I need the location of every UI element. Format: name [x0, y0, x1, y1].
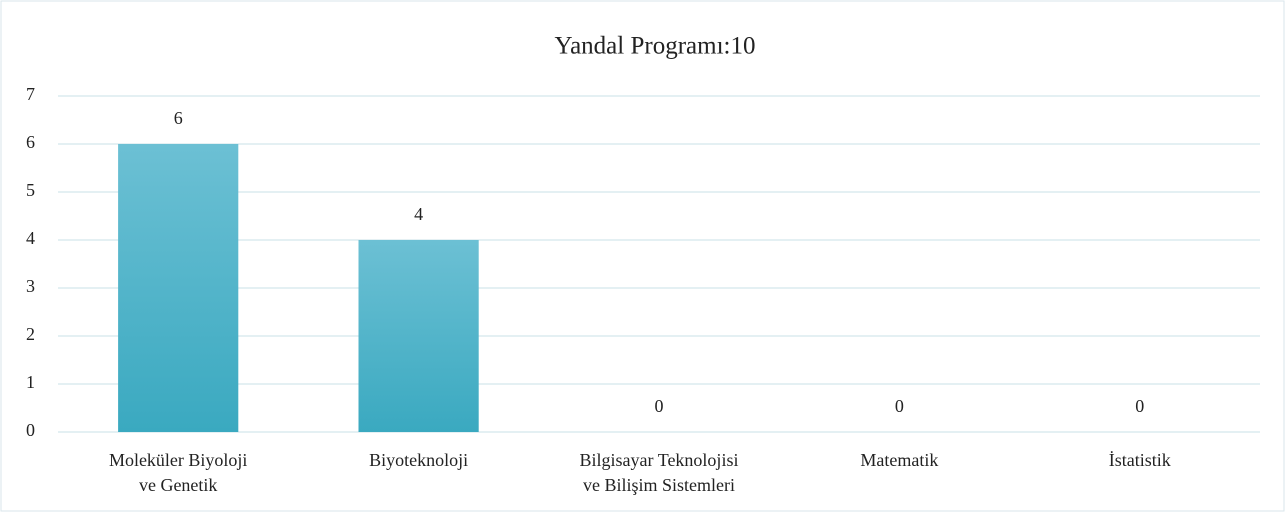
y-tick-label: 6 — [26, 132, 35, 152]
bar — [118, 144, 239, 432]
y-tick-label: 1 — [26, 372, 35, 392]
x-tick-label: Moleküler Biyoloji ve Genetik — [109, 450, 248, 495]
data-label: 6 — [174, 108, 183, 128]
data-label: 4 — [414, 204, 423, 224]
y-tick-label: 7 — [26, 84, 35, 104]
bar — [358, 240, 479, 432]
data-label: 0 — [1135, 396, 1144, 416]
y-tick-label: 4 — [26, 228, 35, 248]
y-tick-label: 3 — [26, 276, 35, 296]
x-tick-label: Bilgisayar Teknolojisi ve Bilişim Sisteml… — [580, 450, 739, 495]
chart-title: Yandal Programı:10 — [555, 33, 756, 60]
data-label: 0 — [655, 396, 664, 416]
y-tick-label: 2 — [26, 324, 35, 344]
y-tick-label: 0 — [26, 420, 35, 440]
x-tick-label: Matematik — [860, 450, 938, 470]
x-tick-label: İstatistik — [1109, 450, 1171, 470]
y-tick-label: 5 — [26, 180, 35, 200]
data-label: 0 — [895, 396, 904, 416]
x-tick-label: Biyoteknoloji — [369, 450, 468, 470]
